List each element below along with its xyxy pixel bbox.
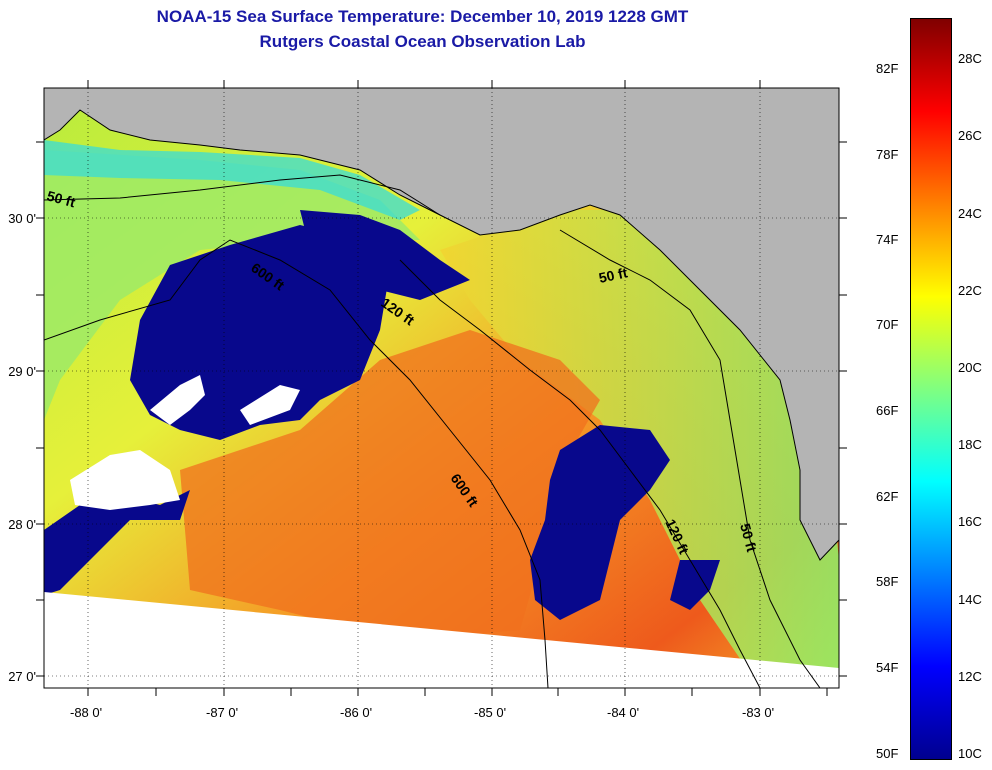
isobath-label-50ft-southeast: 50 ft <box>737 522 760 554</box>
colorbar-label-62F: 62F <box>876 489 899 504</box>
colorbar-label-14C: 14C <box>958 592 982 607</box>
colorbar-label-58F: 58F <box>876 574 899 589</box>
lon-label-85: -85 0' <box>474 705 507 720</box>
colorbar-label-70F: 70F <box>876 317 899 332</box>
isobath-120ft <box>399 259 761 688</box>
land-mass <box>44 88 839 560</box>
isobath-50ft-east <box>559 229 821 688</box>
colorbar-label-28C: 28C <box>958 51 982 66</box>
colorbar-label-66F: 66F <box>876 403 899 418</box>
colorbar-label-54F: 54F <box>876 660 899 675</box>
coastline <box>44 109 839 561</box>
lon-label-87: -87 0' <box>206 705 239 720</box>
colorbar-label-10C: 10C <box>958 746 982 761</box>
lat-label-29: 29 0' <box>8 364 36 379</box>
chart-subtitle: Rutgers Coastal Ocean Observation Lab <box>259 32 586 51</box>
colorbar-label-18C: 18C <box>958 437 982 452</box>
graticule <box>44 88 839 688</box>
chart-title: NOAA-15 Sea Surface Temperature: Decembe… <box>156 7 689 26</box>
cloud-patch-north <box>300 210 470 300</box>
lon-label-88: -88 0' <box>70 705 103 720</box>
cloud-patch-southeast <box>530 425 670 620</box>
map-frame <box>43 87 840 689</box>
isobath-50ft-west <box>44 174 441 216</box>
colorbar-label-74F: 74F <box>876 232 899 247</box>
lon-label-86: -86 0' <box>340 705 373 720</box>
isobath-600ft <box>44 239 549 688</box>
colorbar-label-12C: 12C <box>958 669 982 684</box>
lon-label-84: -84 0' <box>607 705 640 720</box>
coastal-cyan-band <box>44 140 420 220</box>
colorbar-label-20C: 20C <box>958 360 982 375</box>
cloud-patch-southwest <box>44 490 190 595</box>
no-data-patch-west <box>150 375 205 425</box>
lat-label-28: 28 0' <box>8 517 36 532</box>
colorbar-label-78F: 78F <box>876 147 899 162</box>
axis-ticks <box>36 80 847 696</box>
lat-label-27: 27 0' <box>8 669 36 684</box>
warm-water-core <box>180 330 600 640</box>
colorbar-label-24C: 24C <box>958 206 982 221</box>
isobath-label-50ft-west: 50 ft <box>45 187 77 210</box>
no-data-patch-southwest <box>70 450 180 510</box>
colorbar-label-22C: 22C <box>958 283 982 298</box>
colorbar-label-16C: 16C <box>958 514 982 529</box>
colorbar-label-26C: 26C <box>958 128 982 143</box>
cloud-patch-east <box>670 560 720 610</box>
temperature-colorbar <box>910 18 952 760</box>
no-data-swath <box>44 592 839 688</box>
lat-label-30: 30 0' <box>8 211 36 226</box>
lon-label-83: -83 0' <box>742 705 775 720</box>
colorbar-label-82F: 82F <box>876 61 899 76</box>
no-data-patch-central <box>240 385 300 425</box>
colorbar-label-50F: 50F <box>876 746 899 761</box>
isobath-label-50ft-east: 50 ft <box>597 264 629 286</box>
